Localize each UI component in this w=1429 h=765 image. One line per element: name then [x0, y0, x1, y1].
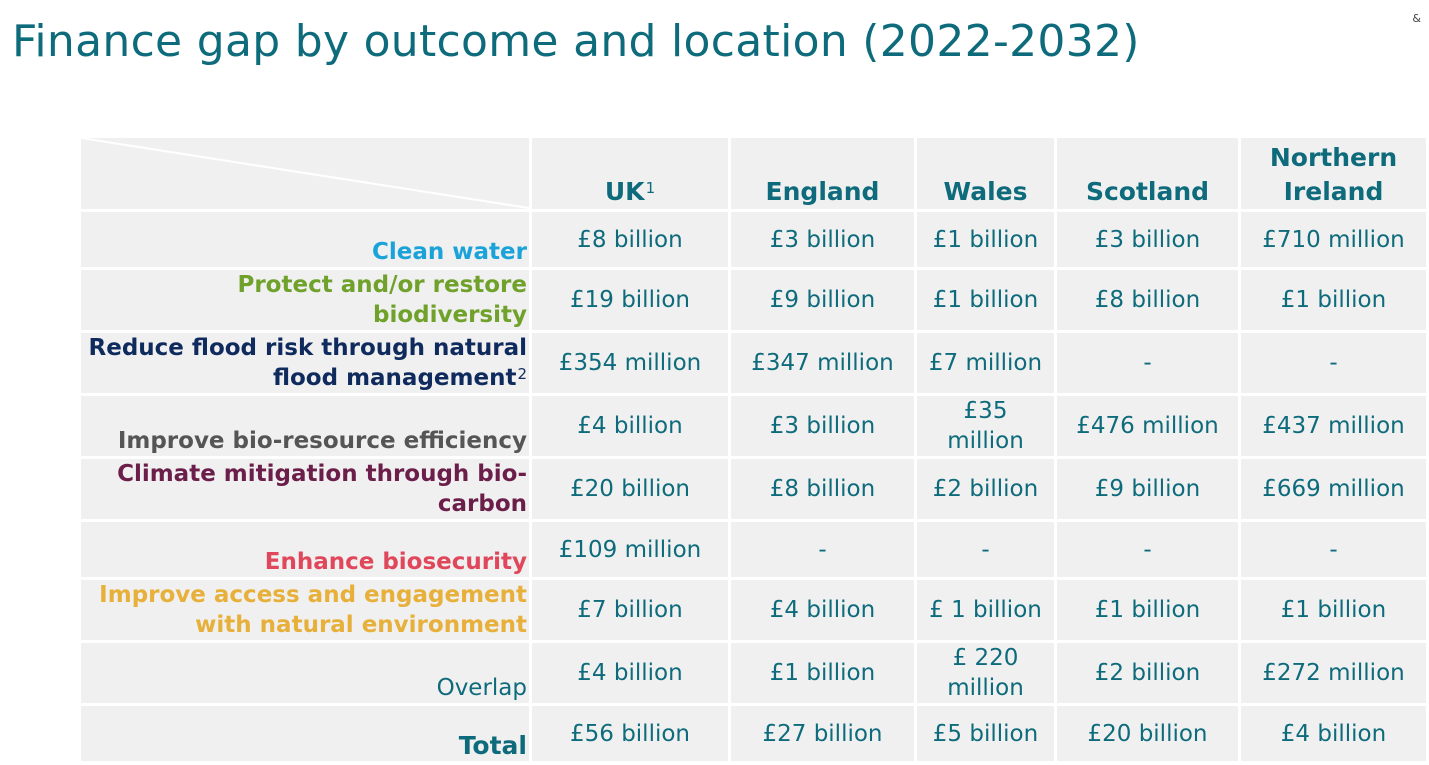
table-cell: £27 billion — [731, 706, 914, 761]
table-cell: £4 billion — [532, 396, 728, 456]
table-row: Improve access and engagement with natur… — [81, 580, 1426, 640]
row-header-clean-water: Clean water — [81, 212, 529, 267]
footnote-marker: 1 — [645, 179, 656, 197]
column-header-scotland: Scotland — [1057, 138, 1238, 209]
page-title: Finance gap by outcome and location (202… — [12, 16, 1140, 67]
table-cell: £1 billion — [1057, 580, 1238, 640]
column-header-wales: Wales — [917, 138, 1054, 209]
total-row: Total £56 billion £27 billion £5 billion… — [81, 706, 1426, 761]
row-header-overlap: Overlap — [81, 643, 529, 703]
row-header-bio-resource: Improve bio-resource efficiency — [81, 396, 529, 456]
column-header-northern-ireland: Northern Ireland — [1241, 138, 1426, 209]
table-cell: £19 billion — [532, 270, 728, 330]
diagonal-divider — [81, 138, 529, 209]
table-cell: £3 billion — [1057, 212, 1238, 267]
table-cell: £1 billion — [1241, 270, 1426, 330]
table-cell: £9 billion — [731, 270, 914, 330]
table-cell: - — [731, 522, 914, 577]
row-header-flood-risk: Reduce flood risk through natural flood … — [81, 333, 529, 393]
table-cell: £2 billion — [1057, 643, 1238, 703]
table-cell: £710 million — [1241, 212, 1426, 267]
finance-gap-table: UK1 England Wales Scotland Northern Irel… — [78, 135, 1429, 764]
table-cell: £9 billion — [1057, 459, 1238, 519]
table-row: Clean water £8 billion £3 billion £1 bil… — [81, 212, 1426, 267]
table-cell: £4 billion — [731, 580, 914, 640]
table-cell: £669 million — [1241, 459, 1426, 519]
table-cell: £1 billion — [917, 212, 1054, 267]
header-row: UK1 England Wales Scotland Northern Irel… — [81, 138, 1426, 209]
table-cell: £8 billion — [731, 459, 914, 519]
table-row: Enhance biosecurity £109 million - - - - — [81, 522, 1426, 577]
table-cell: £8 billion — [1057, 270, 1238, 330]
row-header-total: Total — [81, 706, 529, 761]
corner-cell — [81, 138, 529, 209]
table-cell: - — [917, 522, 1054, 577]
corner-mark: & — [1412, 12, 1421, 25]
table-row: Overlap £4 billion £1 billion £ 220 mill… — [81, 643, 1426, 703]
table-cell: £5 billion — [917, 706, 1054, 761]
table-cell: £2 billion — [917, 459, 1054, 519]
table-cell: £ 220 million — [917, 643, 1054, 703]
row-header-climate: Climate mitigation through bio-carbon — [81, 459, 529, 519]
table-cell: - — [1057, 522, 1238, 577]
table-row: Protect and/or restore biodiversity £19 … — [81, 270, 1426, 330]
table-row: Climate mitigation through bio-carbon £2… — [81, 459, 1426, 519]
table-cell: £20 billion — [532, 459, 728, 519]
table-cell: £8 billion — [532, 212, 728, 267]
table-cell: £4 billion — [532, 643, 728, 703]
table-cell: £272 million — [1241, 643, 1426, 703]
table-cell: £7 million — [917, 333, 1054, 393]
table-cell: £4 billion — [1241, 706, 1426, 761]
row-header-biosecurity: Enhance biosecurity — [81, 522, 529, 577]
table-cell: £354 million — [532, 333, 728, 393]
table-cell: £437 million — [1241, 396, 1426, 456]
table-cell: £3 billion — [731, 212, 914, 267]
table-cell: £476 million — [1057, 396, 1238, 456]
table-cell: £109 million — [532, 522, 728, 577]
table-cell: £20 billion — [1057, 706, 1238, 761]
column-header-uk: UK1 — [532, 138, 728, 209]
row-header-access: Improve access and engagement with natur… — [81, 580, 529, 640]
table-row: Reduce flood risk through natural flood … — [81, 333, 1426, 393]
table-cell: £56 billion — [532, 706, 728, 761]
table-cell: - — [1241, 522, 1426, 577]
table-cell: £1 billion — [731, 643, 914, 703]
table-cell: £347 million — [731, 333, 914, 393]
table-cell: £1 billion — [917, 270, 1054, 330]
table-cell: - — [1057, 333, 1238, 393]
table-cell: £7 billion — [532, 580, 728, 640]
table-cell: £35 million — [917, 396, 1054, 456]
table-row: Improve bio-resource efficiency £4 billi… — [81, 396, 1426, 456]
table-cell: - — [1241, 333, 1426, 393]
table-cell: £ 1 billion — [917, 580, 1054, 640]
footnote-marker: 2 — [517, 365, 527, 383]
table-cell: £1 billion — [1241, 580, 1426, 640]
row-header-biodiversity: Protect and/or restore biodiversity — [81, 270, 529, 330]
column-header-england: England — [731, 138, 914, 209]
table-cell: £3 billion — [731, 396, 914, 456]
